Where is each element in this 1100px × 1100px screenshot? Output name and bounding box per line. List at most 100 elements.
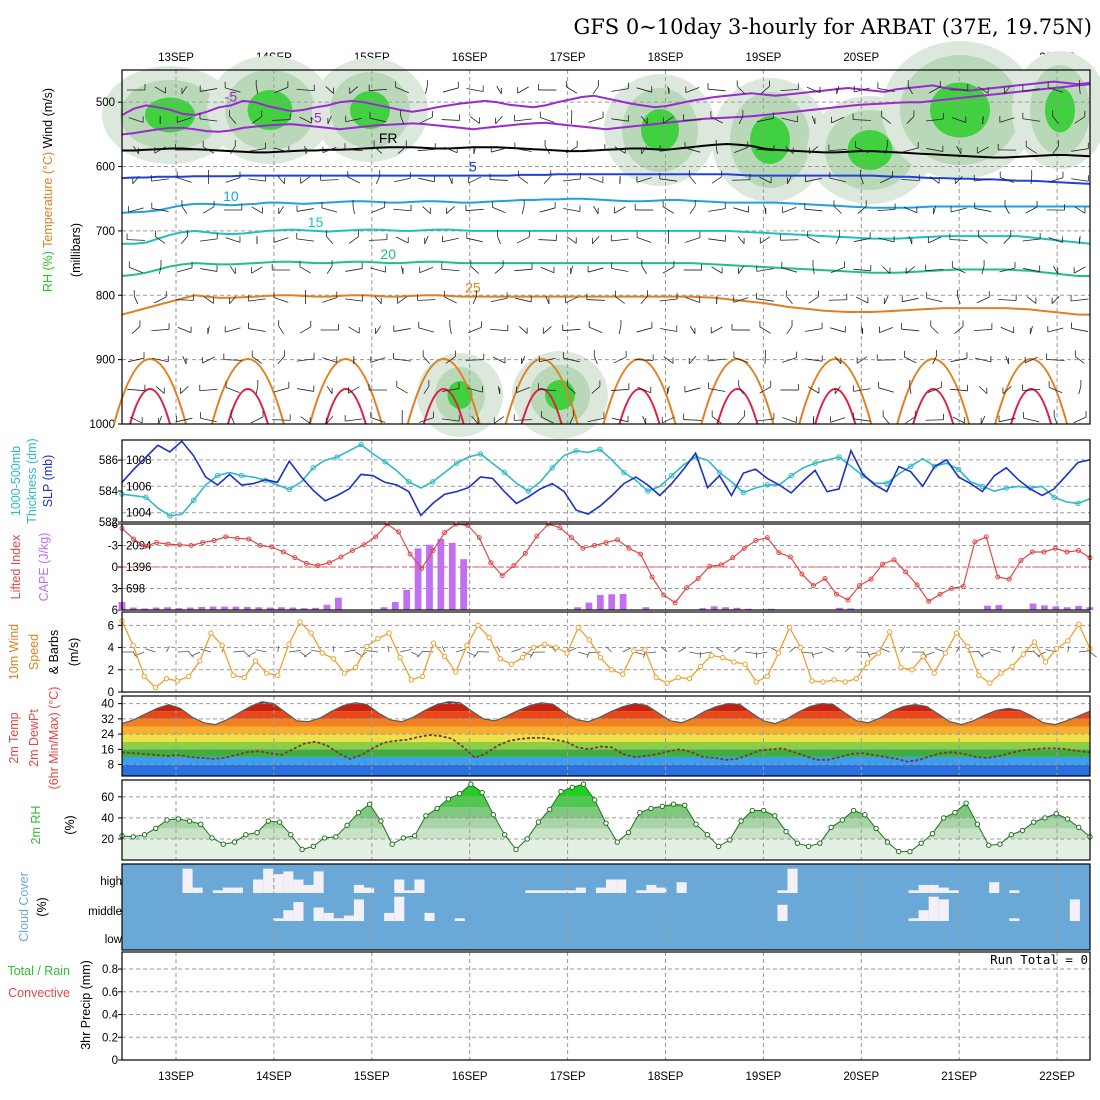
wind10m-speed-point [832, 678, 836, 682]
rh-point [896, 849, 900, 853]
bottom-day-label: 19SEP [745, 1071, 781, 1083]
cloud-bar [525, 890, 535, 893]
wind10m-speed-point [376, 636, 380, 640]
top-day-label: 18SEP [648, 52, 684, 64]
rh-point [446, 797, 450, 801]
wind-barb [684, 120, 702, 121]
tick-label: 32 [101, 714, 114, 726]
rh-point [964, 801, 968, 805]
cloud-bar [949, 890, 959, 893]
tick-label: 0.6 [102, 987, 118, 999]
cloud-bar [939, 899, 949, 921]
wind10m-speed-point [531, 645, 535, 649]
rh-point [457, 791, 461, 795]
wind10m-speed-point [231, 673, 235, 677]
rh-point [502, 833, 506, 837]
panel-background [122, 952, 1090, 1060]
cape-bar [335, 598, 342, 610]
rh-point [953, 810, 957, 814]
bottom-day-label: 22SEP [1039, 1071, 1075, 1083]
cloud-bar [596, 888, 606, 893]
rh-shade-core [641, 109, 679, 151]
rh-point [638, 810, 642, 814]
wind10m-speed-point [776, 651, 780, 655]
cloud-bar [314, 908, 324, 922]
rh-point [604, 821, 608, 825]
rh-band [122, 839, 1090, 860]
y-axis-label-line: Lifted Index [9, 534, 23, 599]
rh-band [122, 828, 1090, 839]
cape-bar [1075, 606, 1082, 610]
cloud-bar [253, 880, 263, 894]
rh-point [986, 843, 990, 847]
wind10m-speed-point [409, 678, 413, 682]
cloud-bar [546, 890, 556, 893]
wind10m-speed-point [943, 651, 947, 655]
cloud-bar [404, 890, 414, 893]
tick-label: 900 [96, 355, 115, 367]
rh-point [322, 836, 326, 840]
wind10m-speed-point [554, 645, 558, 649]
tick-label: 60 [101, 792, 114, 804]
cloud-bar [939, 888, 949, 893]
rh-shade-core [1045, 88, 1075, 133]
rh-point [851, 808, 855, 812]
rh-point [289, 833, 293, 837]
wind10m-speed-point [442, 654, 446, 658]
y-axis-label-line: Speed [27, 634, 41, 670]
wind10m-speed-point [620, 672, 624, 676]
cloud-bar [283, 871, 293, 893]
tick-label: 8 [108, 760, 114, 772]
wind10m-speed-point [520, 655, 524, 659]
tick-label: 16 [101, 744, 114, 756]
wind10m-speed-point [320, 651, 324, 655]
panel-thickness-slp: 5825845861004100610081000-500mb Thickness… [9, 438, 1090, 529]
cloud-bar [354, 885, 364, 893]
wind10m-speed-point [175, 679, 179, 683]
temp-band [122, 734, 1090, 742]
wind10m-speed-point [743, 662, 747, 666]
wind10m-speed-point [565, 651, 569, 655]
tick-label: 24 [101, 729, 114, 741]
isotherm-label: 15 [308, 214, 324, 230]
bottom-date-axis: 13SEP 14SEP 15SEP 16SEP 17SEP 18SEP 19SEP 20SEP… [158, 1071, 1075, 1083]
y-axis-label-line: 10m Wind [7, 624, 21, 680]
wind10m-speed-point [331, 656, 335, 660]
y-axis-label-line: & Barbs [47, 630, 61, 674]
y-axis-label-part: (millibars) [69, 223, 83, 277]
bottom-day-label: 18SEP [648, 1071, 684, 1083]
tick-label: 0.4 [102, 1010, 119, 1022]
cloud-bar [193, 888, 203, 893]
isotherm-label: 10 [223, 188, 239, 204]
rh-point [165, 818, 169, 822]
precip-labels: Total / RainConvective 3hr Precip (mm) [7, 960, 93, 1050]
wind-barb [926, 420, 944, 421]
rh-point [784, 829, 788, 833]
precip-label-axis: 3hr Precip (mm) [79, 960, 93, 1050]
rh-point [1065, 817, 1069, 821]
rh-point [773, 814, 777, 818]
wind10m-speed-point [754, 680, 758, 684]
rh-shade-core [750, 116, 790, 164]
wind10m-speed-point [465, 643, 469, 647]
cloud-bar [324, 913, 334, 921]
isotherm-label: FR [379, 130, 398, 146]
wind10m-speed-point [687, 676, 691, 680]
cloud-bar [929, 885, 939, 893]
tick-label: 500 [96, 97, 115, 109]
rh-point [863, 813, 867, 817]
wind10m-speed-point [198, 659, 202, 663]
wind10m-speed-point [1021, 652, 1025, 656]
wind10m-speed-point [865, 661, 869, 665]
rh-point [1054, 811, 1058, 815]
cloud-bar [414, 880, 424, 894]
isotherm-label: 25 [465, 280, 481, 296]
rh-point [626, 830, 630, 834]
wind10m-speed-point [1010, 664, 1014, 668]
wind-barb [829, 300, 847, 301]
cloud-bar [334, 918, 344, 921]
cloud-level-label: low [105, 934, 123, 946]
rh-point [840, 818, 844, 822]
rh-point [806, 844, 810, 848]
cape-bar [324, 605, 331, 610]
